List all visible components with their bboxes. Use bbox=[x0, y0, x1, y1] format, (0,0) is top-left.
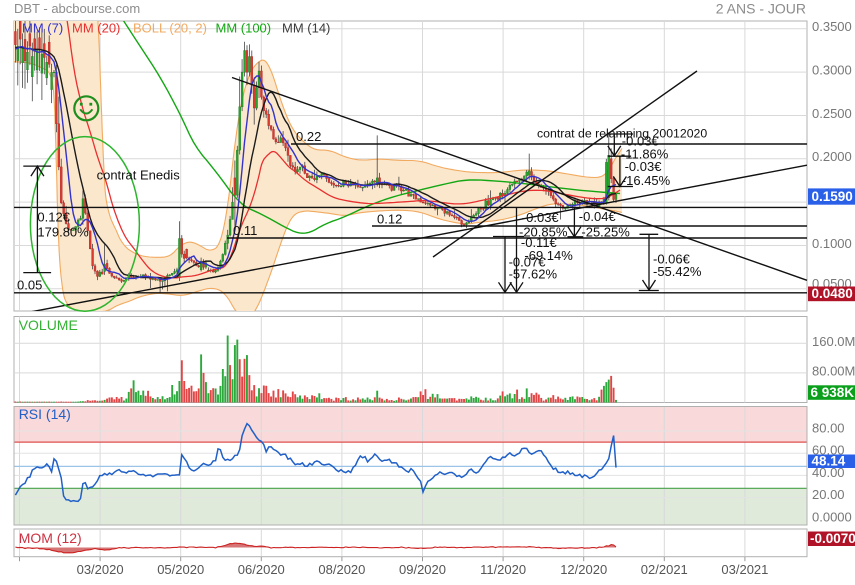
svg-text:-55.42%: -55.42% bbox=[653, 264, 702, 279]
svg-text:-0.03€: -0.03€ bbox=[625, 159, 663, 174]
svg-text:-16.45%: -16.45% bbox=[622, 173, 671, 188]
svg-text:VOLUME: VOLUME bbox=[19, 317, 78, 333]
svg-text:80.00: 80.00 bbox=[812, 421, 845, 436]
svg-text:0.22: 0.22 bbox=[296, 129, 321, 144]
svg-text:08/2020: 08/2020 bbox=[318, 562, 365, 577]
svg-text:05/2020: 05/2020 bbox=[157, 562, 204, 577]
svg-text:60.00: 60.00 bbox=[812, 443, 845, 458]
svg-text:MM (14): MM (14) bbox=[282, 21, 330, 36]
svg-text:80.00M: 80.00M bbox=[812, 363, 855, 378]
svg-text:48.14: 48.14 bbox=[812, 454, 846, 469]
svg-text:0.11: 0.11 bbox=[233, 223, 257, 238]
svg-text:03/2020: 03/2020 bbox=[77, 562, 124, 577]
svg-text:11/2020: 11/2020 bbox=[480, 562, 526, 577]
svg-text:MM (7): MM (7) bbox=[22, 21, 63, 36]
svg-text:02/2021: 02/2021 bbox=[641, 562, 688, 577]
svg-text:contrat de relamping 20012020: contrat de relamping 20012020 bbox=[537, 127, 707, 141]
svg-text:contrat Enedis: contrat Enedis bbox=[97, 168, 181, 183]
svg-text:-0.04€: -0.04€ bbox=[579, 209, 617, 224]
svg-text:09/2020: 09/2020 bbox=[399, 562, 446, 577]
svg-text:-11.86%: -11.86% bbox=[621, 147, 669, 162]
svg-text:03/2021: 03/2021 bbox=[721, 562, 768, 577]
svg-text:-25.25%: -25.25% bbox=[581, 225, 630, 240]
svg-text:179.80%: 179.80% bbox=[37, 225, 89, 240]
svg-text:160.0M: 160.0M bbox=[812, 334, 855, 349]
svg-text:0.1590: 0.1590 bbox=[812, 189, 853, 204]
svg-text:DBT - abcbourse.com: DBT - abcbourse.com bbox=[14, 1, 140, 16]
svg-text:0.3500: 0.3500 bbox=[812, 19, 852, 34]
svg-text:0.05: 0.05 bbox=[17, 278, 42, 293]
svg-text:-0.06€: -0.06€ bbox=[653, 252, 691, 267]
svg-text:0.12€: 0.12€ bbox=[37, 210, 70, 225]
svg-text:20.00: 20.00 bbox=[812, 487, 845, 502]
svg-text:0.2500: 0.2500 bbox=[812, 106, 852, 121]
svg-text:40.00: 40.00 bbox=[812, 465, 845, 480]
svg-text:MOM (12): MOM (12) bbox=[19, 530, 82, 546]
svg-text:-0.0070: -0.0070 bbox=[810, 531, 855, 546]
svg-text:-69.14%: -69.14% bbox=[524, 248, 573, 263]
svg-text:MM (20): MM (20) bbox=[72, 21, 120, 36]
svg-text:RSI (14): RSI (14) bbox=[19, 406, 71, 422]
svg-text:0.12: 0.12 bbox=[377, 212, 402, 227]
svg-text:0.1000: 0.1000 bbox=[812, 236, 852, 251]
svg-text:06/2020: 06/2020 bbox=[238, 562, 285, 577]
svg-text:-20.85%: -20.85% bbox=[519, 225, 568, 240]
svg-text:0.0480: 0.0480 bbox=[812, 286, 853, 301]
svg-text:-57.62%: -57.62% bbox=[509, 267, 558, 282]
svg-text:-0.03€: -0.03€ bbox=[622, 134, 660, 149]
svg-text:-0.03€: -0.03€ bbox=[522, 210, 560, 225]
svg-text:0.2000: 0.2000 bbox=[812, 149, 852, 164]
svg-text:-0.11€: -0.11€ bbox=[521, 235, 558, 250]
svg-text:MM (100): MM (100) bbox=[216, 21, 272, 36]
svg-text:12/2020: 12/2020 bbox=[560, 562, 607, 577]
svg-text:6 938K: 6 938K bbox=[811, 385, 855, 400]
svg-text:2 ANS - JOUR: 2 ANS - JOUR bbox=[716, 1, 806, 17]
svg-text:BOLL (20, 2): BOLL (20, 2) bbox=[133, 21, 207, 36]
svg-text:0.0000: 0.0000 bbox=[812, 509, 852, 524]
svg-text:-0.07€: -0.07€ bbox=[509, 254, 547, 269]
svg-text:0.3000: 0.3000 bbox=[812, 62, 852, 77]
